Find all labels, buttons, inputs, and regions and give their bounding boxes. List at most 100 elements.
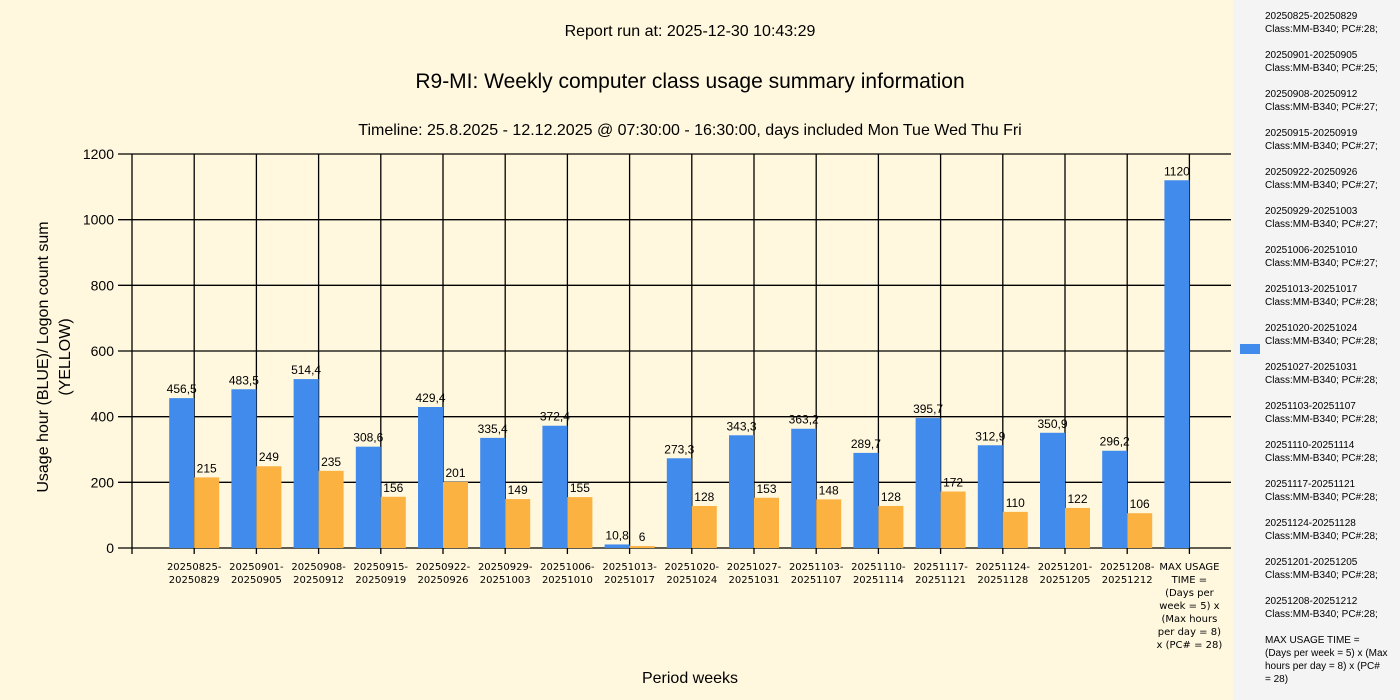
- x-tick-label: 20251027-20251031: [727, 562, 782, 586]
- logon-bar: [878, 505, 904, 548]
- legend-item: 20251124-20251128 Class:MM-B340; PC#:28;: [1265, 518, 1378, 542]
- x-axis-label: Period weeks: [641, 670, 739, 687]
- timeline-subtitle: Timeline: 25.8.2025 - 12.12.2025 @ 07:30…: [358, 122, 1022, 139]
- logon-bar: [318, 470, 344, 548]
- logon-bar: [443, 482, 468, 548]
- legend-item: 20250915-20250919 Class:MM-B340; PC#:27;: [1265, 128, 1378, 152]
- x-tick-label: 20250901-20250905: [229, 562, 284, 586]
- y-tick-label: 0: [106, 540, 114, 556]
- x-tick-label: 20251006-20251010: [540, 562, 595, 586]
- logon-bar: [1002, 511, 1028, 548]
- data-label: 172: [943, 476, 963, 490]
- usage-bar: [169, 398, 195, 548]
- data-label: 273,3: [664, 442, 694, 456]
- data-label: 6: [639, 530, 646, 544]
- logon-bar: [1127, 513, 1153, 548]
- usage-bar: [666, 458, 692, 548]
- legend-item: 20251201-20251205 Class:MM-B340; PC#:28;: [1265, 557, 1378, 581]
- x-tick-label: MAX USAGE TIME = (Days per week = 5) x (Max …: [1157, 562, 1223, 651]
- data-label: 153: [756, 482, 776, 496]
- legend-item: 20250929-20251003 Class:MM-B340; PC#:27;: [1265, 206, 1378, 230]
- data-label: 312,9: [975, 429, 1005, 443]
- logon-bar: [691, 505, 717, 548]
- bar-chart: 0 200 400 600 800 1000 1200 456,5 215 20250825-20…: [83, 146, 1231, 651]
- data-label: 456,5: [167, 382, 197, 396]
- legend-item: 20251006-20251010 Class:MM-B340; PC#:27;: [1265, 245, 1378, 269]
- usage-bar: [915, 418, 941, 548]
- x-tick-label: 20250922-20250926: [416, 562, 471, 586]
- logon-bar: [629, 546, 655, 548]
- usage-bar: [1102, 450, 1128, 548]
- data-label: 128: [694, 490, 714, 504]
- data-label: 483,5: [229, 373, 259, 387]
- data-label: 296,2: [1100, 435, 1130, 449]
- data-label: 106: [1130, 497, 1150, 511]
- legend: 20250825-20250829 Class:MM-B340; PC#:28;…: [1233, 0, 1400, 700]
- x-tick-label: 20251110-20251114: [851, 562, 906, 586]
- usage-bar: [480, 437, 506, 548]
- data-label: 335,4: [478, 422, 508, 436]
- y-tick-label: 400: [91, 409, 115, 425]
- legend-item: 20251103-20251107 Class:MM-B340; PC#:28;: [1265, 401, 1378, 425]
- usage-bar: [729, 435, 754, 548]
- logon-bar: [194, 477, 220, 548]
- data-label: 343,3: [726, 419, 756, 433]
- data-label: 128: [881, 490, 901, 504]
- legend-item: 20251208-20251212 Class:MM-B340; PC#:28;: [1265, 596, 1378, 620]
- x-tick-label: 20251201-20251205: [1038, 562, 1093, 586]
- data-label: 308,6: [353, 431, 383, 445]
- data-label: 429,4: [415, 391, 445, 405]
- y-tick-label: 1000: [83, 212, 114, 228]
- usage-bar: [853, 452, 879, 548]
- data-label: 156: [383, 481, 403, 495]
- logon-bar: [754, 497, 779, 548]
- logon-bar: [256, 466, 282, 548]
- data-label: 215: [197, 461, 217, 475]
- x-tick-label: 20250825-20250829: [167, 562, 222, 586]
- legend-item: 20251117-20251121 Class:MM-B340; PC#:28;: [1265, 479, 1378, 503]
- usage-bar: [355, 446, 381, 548]
- usage-bar: [977, 445, 1003, 548]
- data-label: 363,2: [789, 413, 819, 427]
- y-tick-label: 600: [91, 343, 115, 359]
- data-label: 148: [819, 483, 839, 497]
- x-tick-label: 20251208-20251212: [1100, 562, 1155, 586]
- y-tick-label: 800: [91, 277, 115, 293]
- usage-bar: [1040, 432, 1065, 548]
- usage-bar: [293, 379, 319, 548]
- data-label: 122: [1067, 492, 1087, 506]
- x-tick-label: 20250915-20250919: [354, 562, 409, 586]
- x-tick-label: 20251117-20251121: [913, 562, 968, 586]
- x-tick-label: 20250929-20251003: [478, 562, 533, 586]
- x-tick-label: 20250908-20250912: [291, 562, 346, 586]
- data-label: 372,4: [540, 410, 570, 424]
- x-tick-label: 20251124-20251128: [976, 562, 1031, 586]
- logon-bar: [380, 496, 406, 548]
- legend-item: 20251027-20251031 Class:MM-B340; PC#:28;: [1265, 362, 1378, 386]
- logon-bar: [816, 499, 842, 548]
- usage-bar: [1164, 180, 1190, 548]
- data-label: 350,9: [1037, 417, 1067, 431]
- legend-item: 20251013-20251017 Class:MM-B340; PC#:28;: [1265, 284, 1378, 308]
- y-tick-label: 1200: [83, 146, 114, 162]
- legend-marker: [1240, 344, 1260, 354]
- usage-bar: [604, 544, 630, 548]
- data-label: 201: [445, 466, 465, 480]
- legend-item: 20251020-20251024 Class:MM-B340; PC#:28;: [1265, 323, 1378, 347]
- legend-item: 20250901-20250905 Class:MM-B340; PC#:25;: [1265, 50, 1378, 74]
- x-tick-label: 20251013-20251017: [602, 562, 657, 586]
- usage-bar: [791, 428, 817, 548]
- data-label: 249: [259, 450, 279, 464]
- x-tick-label: 20251103-20251107: [789, 562, 844, 586]
- data-label: 110: [1006, 496, 1025, 510]
- data-label: 1120: [1164, 164, 1190, 178]
- data-label: 514,4: [291, 363, 321, 377]
- usage-bar: [231, 389, 257, 548]
- y-tick-label: 200: [91, 474, 115, 490]
- legend-item: 20250908-20250912 Class:MM-B340; PC#:27;: [1265, 89, 1378, 113]
- chart-title: R9-MI: Weekly computer class usage summa…: [415, 70, 965, 93]
- x-tick-label: 20251020-20251024: [665, 562, 720, 586]
- logon-bar: [940, 491, 966, 548]
- data-label: 155: [570, 481, 590, 495]
- legend-item: 20250825-20250829 Class:MM-B340; PC#:28;: [1265, 11, 1378, 35]
